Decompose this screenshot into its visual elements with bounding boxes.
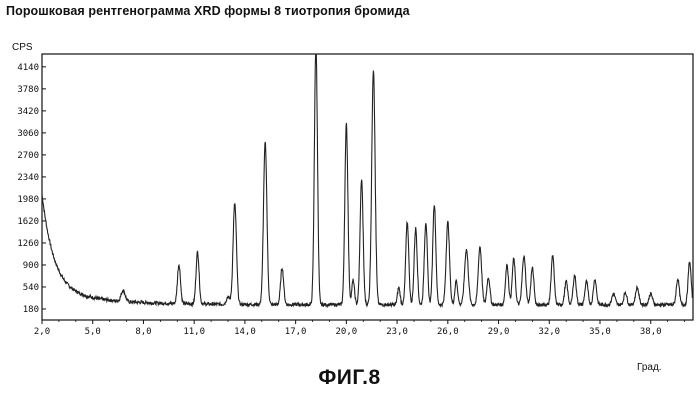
y-tick-label: 2340 [17,173,39,183]
x-tick-label: 29,0 [488,327,510,337]
x-tick-label: 32,0 [538,327,560,337]
y-axis-label: CPS [12,42,33,53]
x-tick-label: 2,0 [34,327,50,337]
y-tick-label: 2700 [17,151,39,161]
x-tick-label: 11,0 [183,327,205,337]
x-tick-label: 23,0 [386,327,408,337]
x-tick-label: 38,0 [640,327,662,337]
y-tick-label: 1260 [17,239,39,249]
y-tick-label: 180 [23,305,39,315]
y-tick-label: 3060 [17,129,39,139]
x-tick-label: 20,0 [336,327,358,337]
x-tick-label: 35,0 [589,327,611,337]
y-tick-label: 3420 [17,107,39,117]
y-tick-label: 1620 [17,217,39,227]
y-tick-label: 1980 [17,195,39,205]
x-tick-label: 8,0 [135,327,151,337]
plot-frame [41,53,694,321]
xrd-series-line [41,53,693,309]
x-tick-label: 14,0 [234,327,256,337]
figure-caption: ФИГ.8 [318,366,381,389]
chart-title: Порошковая рентгенограмма XRD формы 8 ти… [6,4,410,18]
y-tick-label: 4140 [17,63,39,73]
x-tick-label: 5,0 [85,327,101,337]
y-tick-label: 900 [23,261,39,271]
y-tick-label: 3780 [17,85,39,95]
x-axis-label: Град. [637,362,662,373]
x-tick-label: 17,0 [285,327,307,337]
x-tick-label: 26,0 [437,327,459,337]
y-tick-label: 540 [23,283,39,293]
